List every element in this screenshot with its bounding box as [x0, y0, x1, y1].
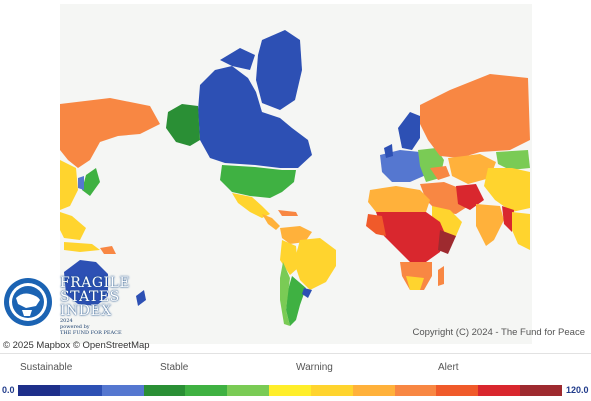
legend-swatch-5: [227, 385, 270, 396]
region-iran-afghanistan[interactable]: [456, 184, 484, 210]
world-map[interactable]: [0, 0, 591, 352]
region-sahel[interactable]: [376, 212, 446, 262]
country-canada[interactable]: [198, 66, 312, 168]
legend-swatch-12: [520, 385, 562, 396]
country-scandinavia[interactable]: [398, 112, 420, 150]
map-attribution[interactable]: © 2025 Mapbox © OpenStreetMap: [3, 340, 150, 351]
legend-swatch-2: [101, 385, 144, 396]
legend-swatch-4: [185, 385, 228, 396]
country-ukraine[interactable]: [430, 166, 450, 180]
country-china[interactable]: [484, 168, 530, 212]
country-chile[interactable]: [280, 262, 290, 326]
legend-swatch-10: [436, 385, 479, 396]
logo-line-3: INDEX: [60, 303, 112, 319]
region-north-africa[interactable]: [368, 186, 430, 214]
legend-swatch-9: [394, 385, 437, 396]
copyright-text: Copyright (C) 2024 - The Fund for Peace: [412, 327, 586, 338]
logo-year: 2024: [60, 318, 73, 324]
region-southeast-asia[interactable]: [512, 212, 530, 250]
logo-line-2: STATES: [60, 289, 120, 305]
logo-sub-2: THE FUND FOR PEACE: [60, 330, 122, 336]
country-colombia-venezuela[interactable]: [280, 226, 312, 244]
country-central-america[interactable]: [262, 214, 280, 230]
legend-swatch-8: [352, 385, 395, 396]
country-japan[interactable]: [82, 168, 100, 196]
country-caribbean[interactable]: [278, 210, 298, 216]
legend-min: 0.0: [2, 385, 15, 395]
region-southeast-asia-east[interactable]: [60, 212, 86, 240]
country-india[interactable]: [476, 204, 504, 246]
legend-label-alert: Alert: [438, 362, 459, 373]
country-usa[interactable]: [220, 165, 296, 198]
region-west-africa[interactable]: [366, 214, 386, 236]
country-madagascar[interactable]: [438, 266, 444, 286]
globe-gear-icon: [4, 278, 52, 326]
legend-swatch-7: [310, 385, 353, 396]
country-mongolia[interactable]: [496, 150, 530, 170]
map-panel[interactable]: FRAGILE STATES INDEX 2024 powered by THE…: [0, 0, 591, 352]
country-somalia[interactable]: [438, 230, 456, 254]
country-usa-alaska[interactable]: [166, 104, 200, 146]
country-korea[interactable]: [78, 176, 84, 190]
country-argentina[interactable]: [286, 276, 306, 326]
country-uk[interactable]: [384, 144, 393, 158]
legend-swatch-0: [18, 385, 60, 396]
legend-label-sustainable: Sustainable: [20, 362, 73, 373]
region-western-europe[interactable]: [380, 150, 430, 182]
country-brazil[interactable]: [294, 238, 336, 290]
country-greenland[interactable]: [256, 30, 302, 110]
country-myanmar[interactable]: [502, 206, 514, 232]
country-png[interactable]: [100, 246, 116, 254]
fsi-logo: FRAGILE STATES INDEX 2024 powered by THE…: [2, 276, 130, 336]
logo-line-1: FRAGILE: [60, 275, 131, 291]
legend-label-warning: Warning: [296, 362, 333, 373]
country-canada-islands[interactable]: [220, 48, 255, 70]
legend-swatch-3: [143, 385, 186, 396]
country-indonesia[interactable]: [64, 242, 100, 252]
country-china-east[interactable]: [60, 160, 78, 210]
country-mexico[interactable]: [232, 193, 270, 218]
legend-label-stable: Stable: [160, 362, 189, 373]
legend-divider: [0, 353, 591, 354]
legend-max: 120.0: [566, 385, 589, 395]
country-russia-east[interactable]: [60, 98, 160, 168]
legend-swatch-11: [478, 385, 521, 396]
region-central-asia[interactable]: [448, 154, 496, 184]
logo-sub-1: powered by: [60, 324, 90, 330]
country-south-africa[interactable]: [406, 276, 424, 290]
country-australia[interactable]: [64, 260, 108, 306]
country-uruguay[interactable]: [302, 288, 312, 298]
country-new-zealand[interactable]: [136, 290, 146, 306]
country-russia[interactable]: [420, 74, 530, 158]
legend-color-bar: [18, 385, 562, 396]
legend-swatch-1: [59, 385, 102, 396]
color-legend: Sustainable Stable Warning Alert 0.0 120…: [0, 358, 591, 401]
legend-swatch-6: [269, 385, 311, 396]
